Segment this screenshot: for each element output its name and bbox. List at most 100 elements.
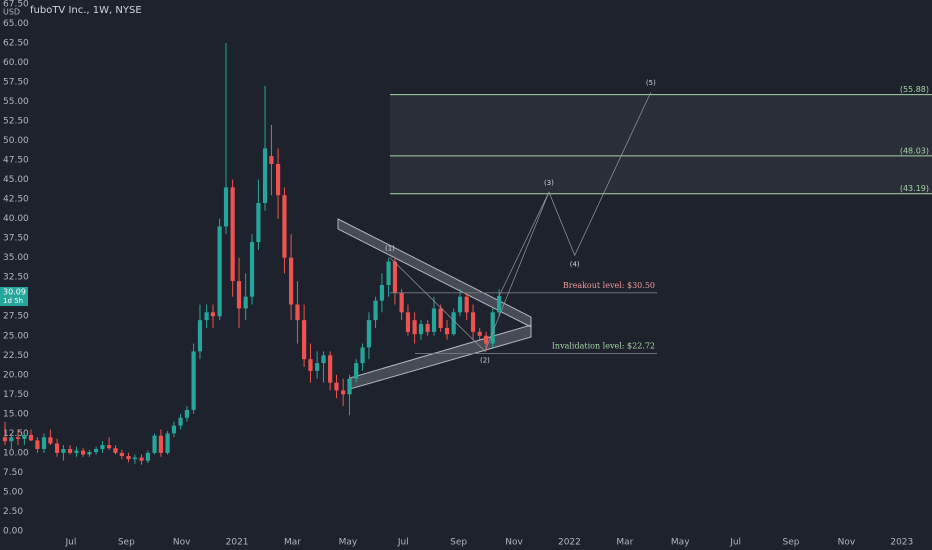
candle-body	[431, 308, 437, 332]
y-tick-label: 12.50	[3, 429, 29, 439]
candle-body	[295, 304, 300, 321]
y-tick-label: 17.50	[3, 390, 29, 400]
lower-band	[349, 324, 532, 390]
candle-body	[145, 452, 151, 461]
y-tick-label: 32.50	[3, 273, 29, 283]
candle-body	[288, 257, 294, 305]
candle-body	[457, 296, 463, 313]
x-tick-label: Sep	[118, 538, 135, 548]
x-tick-label: Mar	[284, 538, 301, 548]
candle-body	[80, 450, 86, 455]
candle-body	[2, 437, 8, 442]
candle-body	[328, 355, 333, 383]
candle-body	[386, 261, 391, 286]
wave-projection	[498, 191, 550, 297]
x-tick-label: Jul	[729, 538, 741, 548]
x-tick-label: May	[339, 538, 358, 548]
x-tick-label: Nov	[505, 538, 523, 548]
target-zone	[390, 94, 932, 194]
candle-body	[262, 148, 268, 204]
y-tick-label: 42.50	[3, 195, 29, 205]
candle-body	[41, 437, 47, 449]
price-tag	[0, 287, 28, 307]
breakout-label: Breakout level: $30.50	[563, 281, 655, 290]
x-tick-label: 2023	[890, 538, 913, 548]
price-label: 30.09	[3, 288, 26, 297]
candle-body	[243, 296, 248, 309]
candle-body	[165, 433, 170, 453]
y-tick-label: 45.00	[3, 175, 29, 185]
x-tick-label: Nov	[838, 538, 856, 548]
candle-body	[171, 425, 177, 434]
candle-body	[54, 443, 60, 453]
candle-body	[191, 351, 196, 410]
wave-label: (4)	[570, 260, 580, 268]
wave-label: (1)	[385, 245, 395, 253]
y-tick-label: 50.00	[3, 136, 29, 146]
candle-body	[392, 261, 398, 293]
candle-body	[373, 300, 378, 321]
candle-body	[197, 320, 203, 352]
candle-body	[61, 448, 66, 453]
x-tick-label: Sep	[450, 538, 467, 548]
candle-body	[113, 448, 118, 453]
candle-body	[100, 445, 105, 449]
candle-body	[341, 390, 346, 395]
candle-body	[223, 187, 229, 227]
candle-body	[334, 382, 339, 391]
currency: USD	[3, 8, 20, 17]
candle-body	[87, 452, 92, 455]
candle-body	[366, 320, 372, 348]
candle-body	[48, 437, 53, 444]
y-tick-label: 27.50	[3, 312, 29, 322]
target-label: (48.03)	[900, 146, 929, 155]
candle-body	[282, 195, 287, 258]
candle-body	[451, 312, 456, 335]
chart-title: fuboTV Inc., 1W, NYSE	[30, 5, 142, 16]
candle-body	[412, 320, 417, 335]
y-tick-label: 37.50	[3, 234, 29, 244]
candle-body	[405, 312, 411, 332]
y-tick-label: 20.00	[3, 370, 29, 380]
candle-body	[15, 437, 21, 439]
y-tick-label: 25.00	[3, 331, 29, 341]
candle-body	[94, 448, 99, 453]
candle-body	[9, 437, 14, 442]
candle-body	[74, 450, 79, 453]
candle-body	[126, 456, 131, 460]
candle-body	[444, 327, 450, 335]
x-tick-label: Sep	[783, 538, 800, 548]
x-tick-label: Jul	[64, 538, 76, 548]
candle-body	[399, 292, 404, 313]
y-tick-label: 67.50	[3, 0, 29, 9]
candle-body	[347, 378, 352, 395]
x-tick-label: Mar	[616, 538, 633, 548]
target-label: (55.88)	[900, 85, 929, 94]
candle-body	[35, 440, 40, 449]
candle-body	[184, 409, 190, 418]
y-tick-label: 7.50	[3, 468, 23, 478]
candle-body	[354, 363, 359, 379]
invalidation-label: Invalidation level: $22.72	[552, 342, 655, 351]
x-tick-label: Nov	[173, 538, 191, 548]
candle-body	[438, 308, 443, 328]
candle-body	[107, 445, 112, 449]
candle-body	[425, 324, 430, 332]
candle-body	[418, 324, 424, 335]
candle-body	[204, 312, 209, 321]
candle-body	[236, 281, 242, 309]
y-tick-label: 52.50	[3, 117, 29, 127]
candle-body	[119, 452, 124, 457]
countdown: 1d 5h	[3, 297, 23, 305]
y-tick-label: 60.00	[3, 58, 29, 68]
x-tick-label: 2022	[558, 538, 581, 548]
target-label: (43.19)	[900, 184, 929, 193]
wave-label: (3)	[544, 179, 554, 187]
candle-body	[249, 242, 255, 297]
candle-body	[360, 347, 365, 364]
candle-body	[379, 285, 385, 301]
candle-body	[470, 312, 476, 332]
candle-body	[178, 417, 183, 426]
candle-body	[315, 363, 320, 371]
